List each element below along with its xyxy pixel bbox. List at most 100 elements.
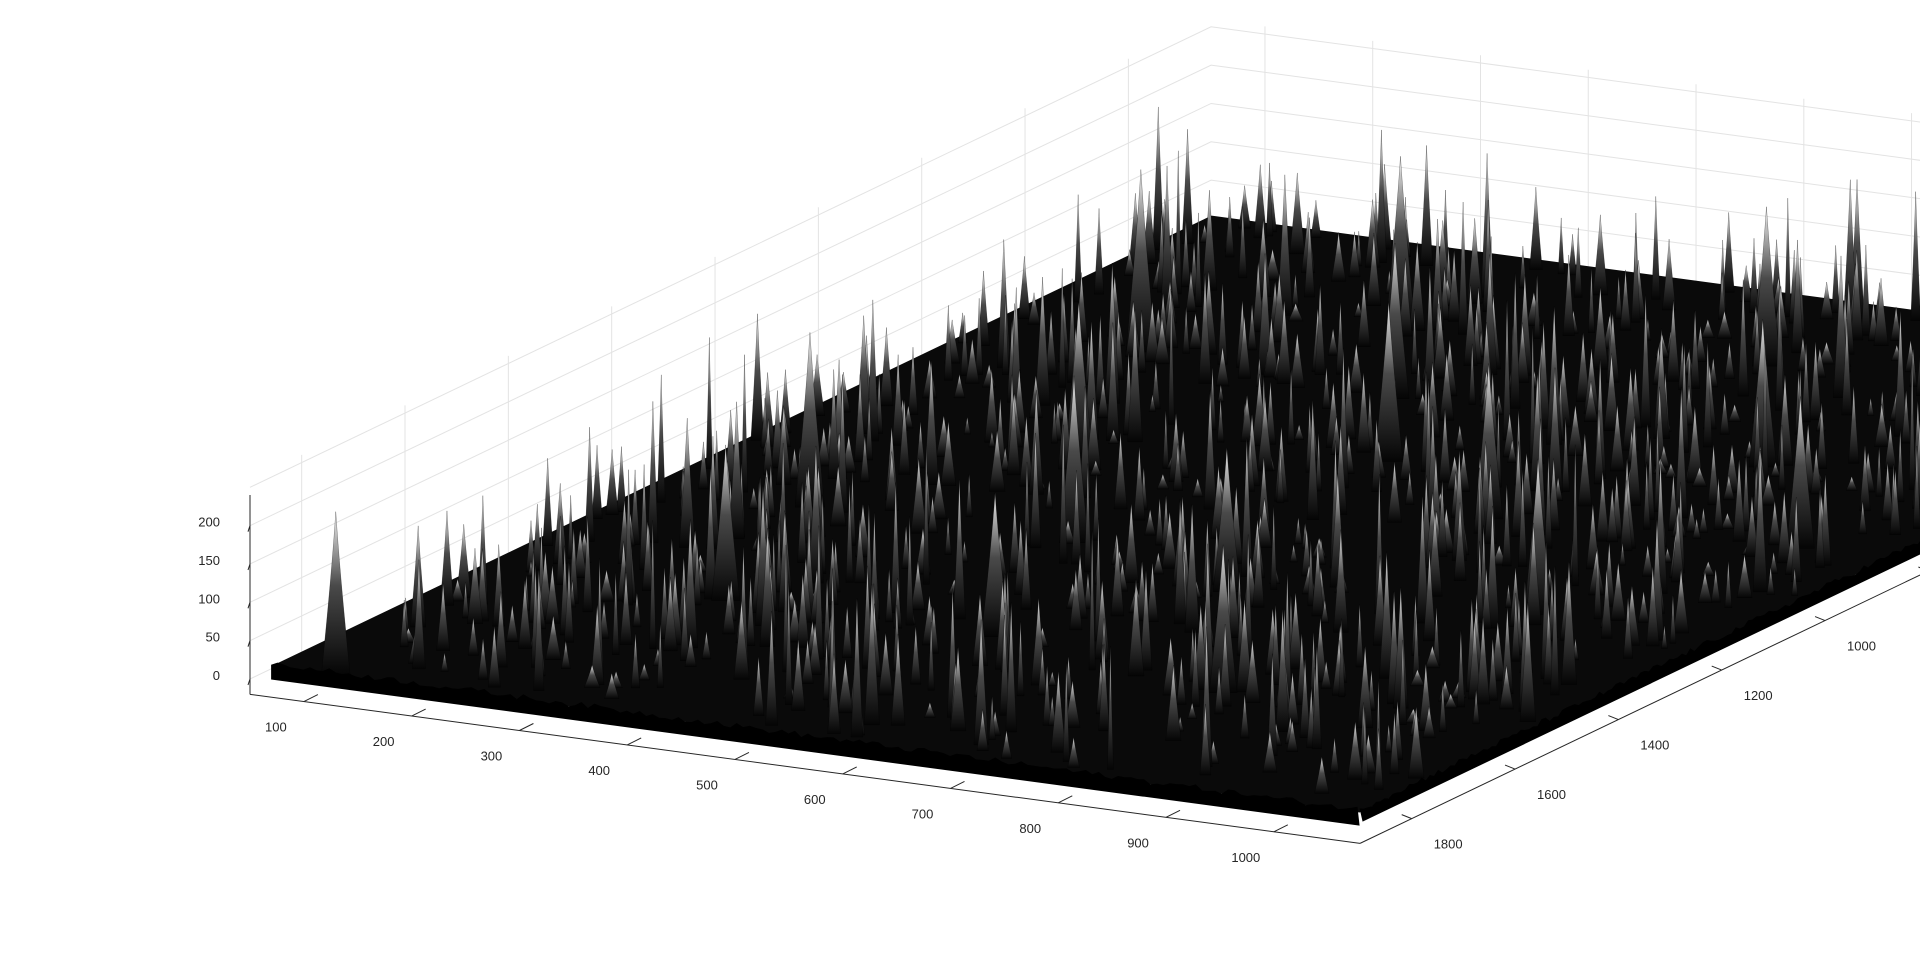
surface-spike [1819, 281, 1834, 320]
surface-spike [582, 516, 593, 613]
surface-spike [1144, 509, 1156, 536]
surface-spike [1412, 610, 1421, 681]
surface-spike [477, 638, 489, 680]
x-tick-label: 500 [696, 777, 718, 792]
surface-spike [1285, 672, 1300, 725]
surface-spike [1201, 190, 1218, 291]
surface-spike [1262, 731, 1278, 773]
surface-spike [1423, 267, 1437, 394]
y-tick-label: 1600 [1537, 787, 1566, 802]
surface-spike [1447, 250, 1461, 322]
surface-spike [854, 374, 867, 463]
x-tick-label: 400 [588, 763, 610, 778]
surface-spike [1247, 304, 1257, 351]
surface-spike [1850, 250, 1864, 341]
surface-spike [752, 656, 765, 716]
surface-spike [1357, 280, 1371, 347]
surface-spike [1084, 463, 1092, 573]
surface-spike [1294, 517, 1303, 545]
surface-spike [450, 579, 465, 602]
surface-spike [1348, 343, 1365, 393]
surface-spike [698, 441, 709, 490]
surface-spike [1468, 343, 1476, 405]
surface-spike [827, 369, 840, 479]
surface-spike [1454, 424, 1465, 450]
surface-spike [1092, 473, 1100, 541]
surface-spike [1027, 292, 1041, 325]
surface-spike [1499, 665, 1514, 710]
surface-spike [649, 520, 657, 649]
surface-spike [1371, 418, 1382, 492]
surface-spike [505, 604, 519, 642]
surface-spike [1127, 579, 1145, 677]
surface-spike [1737, 279, 1749, 397]
surface-spike [1107, 646, 1114, 770]
surface-spike [1059, 424, 1068, 564]
surface-spike [1110, 535, 1125, 617]
surface-spike [544, 565, 561, 624]
surface-spike [1216, 399, 1225, 443]
surface-spike [746, 576, 756, 647]
surface-spike [1593, 410, 1605, 485]
surface-spike [619, 571, 633, 645]
surface-spike [1289, 172, 1306, 255]
surface-spike [1357, 646, 1374, 729]
surface-spike [1160, 165, 1174, 310]
surface-spike [1182, 306, 1190, 354]
surface-spike [598, 569, 615, 602]
surface-spike [1276, 174, 1293, 316]
surface-spike [1252, 529, 1265, 608]
surface-peak [1209, 544, 1238, 693]
surface-spike [1176, 656, 1187, 705]
surface-spike [1816, 402, 1827, 469]
surface-spike [1198, 273, 1212, 384]
surface-spike [1094, 208, 1104, 295]
surface-spike [647, 401, 659, 544]
surface-spike [1181, 220, 1191, 288]
surface-spike [1276, 300, 1292, 384]
surface-spike [1653, 328, 1670, 439]
surface-spike [542, 458, 553, 546]
surface-spike [1439, 353, 1455, 421]
surface-spike [1257, 396, 1274, 472]
surface-spike [837, 374, 848, 513]
x-tick-label: 900 [1127, 835, 1149, 850]
surface-spike [1768, 500, 1782, 546]
surface-spike [704, 468, 717, 600]
surface-spike [1791, 568, 1799, 596]
surface-spike [814, 525, 824, 660]
grid-line-z [249, 179, 1920, 642]
surface-spike [560, 640, 571, 669]
surface-spike [1037, 647, 1047, 696]
surface-spike [1270, 604, 1281, 685]
surface-spike [1583, 348, 1600, 414]
surface-spike [1020, 528, 1032, 610]
surface-spike [1889, 469, 1901, 535]
surface-spike [1291, 274, 1299, 307]
surface-spike [801, 639, 814, 684]
surface-spike [605, 449, 619, 515]
surface-spike [1533, 274, 1541, 339]
surface-spike [1697, 571, 1713, 604]
surface-spike [1088, 530, 1096, 671]
surface-spike [556, 516, 565, 585]
surface-spike [1314, 756, 1330, 794]
surface-spike [984, 368, 1000, 443]
surface-spike [1908, 348, 1918, 387]
surface-spike [1502, 300, 1512, 441]
surface-spike [1067, 737, 1080, 768]
surface-spike [1139, 570, 1153, 671]
surface-spike [1364, 199, 1381, 268]
surface-spike [879, 327, 894, 407]
surface-spike [1275, 608, 1290, 732]
surface-spike [1257, 457, 1271, 531]
surface-spike [1777, 490, 1792, 564]
surface-spike [750, 313, 765, 441]
surface-spike [1333, 529, 1349, 633]
surface-spike [1361, 707, 1369, 785]
surface-spike [518, 580, 532, 649]
surface-spike [905, 516, 914, 626]
surface-spike [1609, 404, 1625, 472]
surface-spike [1029, 432, 1042, 549]
surface-spike [1199, 704, 1212, 776]
